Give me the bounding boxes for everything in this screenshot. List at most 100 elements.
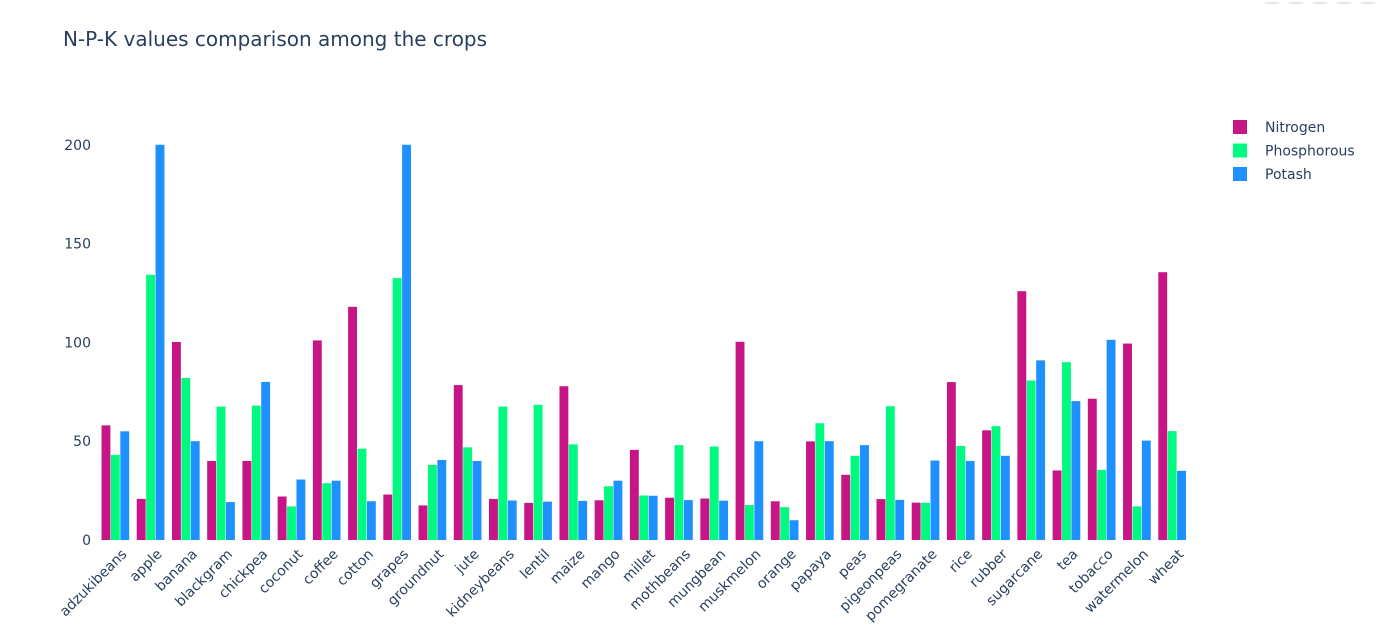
bar-potash-peas[interactable] — [860, 445, 869, 540]
bar-nitrogen-tobacco[interactable] — [1087, 398, 1097, 540]
bar-potash-tea[interactable] — [1071, 401, 1081, 540]
bar-phosphorous-orange[interactable] — [780, 507, 790, 540]
bar-nitrogen-pomegranate[interactable] — [911, 502, 921, 540]
bar-phosphorous-apple[interactable] — [146, 274, 156, 540]
bar-potash-adzukibeans[interactable] — [120, 431, 130, 540]
bar-phosphorous-banana[interactable] — [181, 377, 191, 540]
bar-nitrogen-coffee[interactable] — [312, 340, 322, 540]
bar-phosphorous-millet[interactable] — [639, 495, 649, 540]
bar-nitrogen-grapes[interactable] — [383, 494, 393, 540]
bar-nitrogen-rubber[interactable] — [982, 430, 992, 540]
bar-potash-coffee[interactable] — [331, 480, 341, 540]
bar-nitrogen-mothbeans[interactable] — [665, 497, 675, 540]
bar-phosphorous-blackgram[interactable] — [216, 406, 226, 540]
bar-potash-coconut[interactable] — [296, 479, 306, 540]
legend-label-nitrogen[interactable]: Nitrogen — [1265, 120, 1325, 136]
bar-phosphorous-peas[interactable] — [850, 455, 860, 540]
bar-potash-muskmelon[interactable] — [754, 441, 764, 540]
bar-nitrogen-maize[interactable] — [559, 386, 569, 540]
bar-potash-mothbeans[interactable] — [683, 500, 693, 540]
bar-phosphorous-sugarcane[interactable] — [1026, 380, 1036, 540]
bar-potash-tobacco[interactable] — [1106, 339, 1116, 540]
bar-nitrogen-groundnut[interactable] — [418, 505, 428, 540]
bar-potash-pigeonpeas[interactable] — [895, 499, 905, 540]
bar-phosphorous-rubber[interactable] — [991, 426, 1001, 540]
chart-legend[interactable]: Nitrogen Phosphorous Potash — [1233, 120, 1355, 183]
legend-swatch-potash[interactable] — [1233, 167, 1247, 181]
bar-potash-jute[interactable] — [472, 460, 482, 540]
bar-nitrogen-cotton[interactable] — [348, 306, 357, 540]
bar-phosphorous-cotton[interactable] — [357, 448, 367, 540]
bar-potash-wheat[interactable] — [1177, 470, 1186, 540]
bar-phosphorous-tobacco[interactable] — [1097, 469, 1107, 540]
bar-potash-groundnut[interactable] — [437, 459, 447, 540]
bar-nitrogen-mango[interactable] — [594, 500, 604, 540]
bar-phosphorous-mothbeans[interactable] — [674, 445, 684, 540]
bar-nitrogen-jute[interactable] — [453, 385, 463, 540]
bar-phosphorous-chickpea[interactable] — [251, 405, 261, 540]
bar-phosphorous-lentil[interactable] — [533, 404, 543, 540]
bar-phosphorous-groundnut[interactable] — [427, 464, 437, 540]
bar-nitrogen-coconut[interactable] — [277, 496, 287, 540]
bar-potash-banana[interactable] — [190, 441, 200, 540]
zoom-icon[interactable] — [1289, 2, 1303, 12]
bar-potash-watermelon[interactable] — [1141, 440, 1151, 540]
camera-icon[interactable] — [1265, 2, 1279, 12]
bar-phosphorous-pomegranate[interactable] — [921, 502, 930, 540]
bar-phosphorous-grapes[interactable] — [392, 278, 402, 540]
bar-nitrogen-pigeonpeas[interactable] — [876, 499, 886, 540]
bar-phosphorous-maize[interactable] — [568, 444, 578, 540]
bar-nitrogen-lentil[interactable] — [524, 502, 534, 540]
pan-icon[interactable] — [1313, 2, 1327, 12]
bar-nitrogen-orange[interactable] — [770, 501, 780, 540]
legend-swatch-nitrogen[interactable] — [1233, 120, 1247, 134]
bar-nitrogen-banana[interactable] — [171, 341, 181, 540]
bar-potash-maize[interactable] — [578, 500, 588, 540]
bar-nitrogen-peas[interactable] — [841, 474, 851, 540]
legend-label-potash[interactable]: Potash — [1265, 167, 1312, 183]
bar-potash-rubber[interactable] — [1000, 455, 1010, 540]
bar-potash-rice[interactable] — [965, 460, 975, 540]
bar-phosphorous-wheat[interactable] — [1167, 431, 1177, 540]
bar-nitrogen-millet[interactable] — [629, 449, 639, 540]
autoscale-icon[interactable] — [1361, 2, 1375, 12]
bar-phosphorous-watermelon[interactable] — [1132, 506, 1142, 540]
bar-potash-mungbean[interactable] — [719, 500, 729, 540]
bar-potash-kidneybeans[interactable] — [507, 500, 517, 540]
bar-phosphorous-coffee[interactable] — [322, 483, 332, 540]
bar-nitrogen-rice[interactable] — [946, 382, 956, 540]
bar-nitrogen-watermelon[interactable] — [1123, 343, 1132, 540]
bar-phosphorous-kidneybeans[interactable] — [498, 406, 508, 540]
bar-phosphorous-adzukibeans[interactable] — [110, 455, 120, 540]
bar-phosphorous-papaya[interactable] — [815, 423, 825, 540]
bar-potash-cotton[interactable] — [366, 501, 376, 540]
legend-label-phosphorous[interactable]: Phosphorous — [1265, 144, 1355, 160]
bar-potash-pomegranate[interactable] — [930, 460, 940, 540]
bar-nitrogen-mungbean[interactable] — [700, 498, 710, 541]
bar-potash-chickpea[interactable] — [261, 381, 271, 540]
bar-potash-lentil[interactable] — [543, 501, 552, 540]
bar-nitrogen-chickpea[interactable] — [242, 460, 252, 540]
legend-swatch-phosphorous[interactable] — [1233, 143, 1247, 158]
bar-potash-papaya[interactable] — [824, 441, 834, 540]
bar-potash-apple[interactable] — [155, 144, 165, 540]
bar-phosphorous-tea[interactable] — [1062, 362, 1071, 540]
bar-nitrogen-adzukibeans[interactable] — [101, 425, 111, 540]
bar-nitrogen-sugarcane[interactable] — [1017, 291, 1027, 540]
bar-potash-orange[interactable] — [789, 520, 799, 540]
bar-nitrogen-muskmelon[interactable] — [735, 341, 745, 540]
bar-phosphorous-muskmelon[interactable] — [744, 505, 754, 540]
bar-phosphorous-mango[interactable] — [604, 486, 613, 540]
bar-nitrogen-kidneybeans[interactable] — [489, 498, 498, 540]
bar-phosphorous-jute[interactable] — [463, 447, 473, 540]
bar-potash-blackgram[interactable] — [225, 502, 235, 540]
bar-potash-millet[interactable] — [648, 495, 658, 540]
bar-phosphorous-coconut[interactable] — [287, 506, 296, 540]
bar-nitrogen-papaya[interactable] — [806, 441, 815, 540]
select-icon[interactable] — [1337, 2, 1351, 12]
bar-potash-mango[interactable] — [613, 480, 623, 540]
bar-nitrogen-tea[interactable] — [1052, 470, 1062, 540]
bar-nitrogen-wheat[interactable] — [1158, 272, 1168, 540]
bar-potash-grapes[interactable] — [402, 144, 412, 540]
bar-nitrogen-blackgram[interactable] — [207, 460, 217, 540]
